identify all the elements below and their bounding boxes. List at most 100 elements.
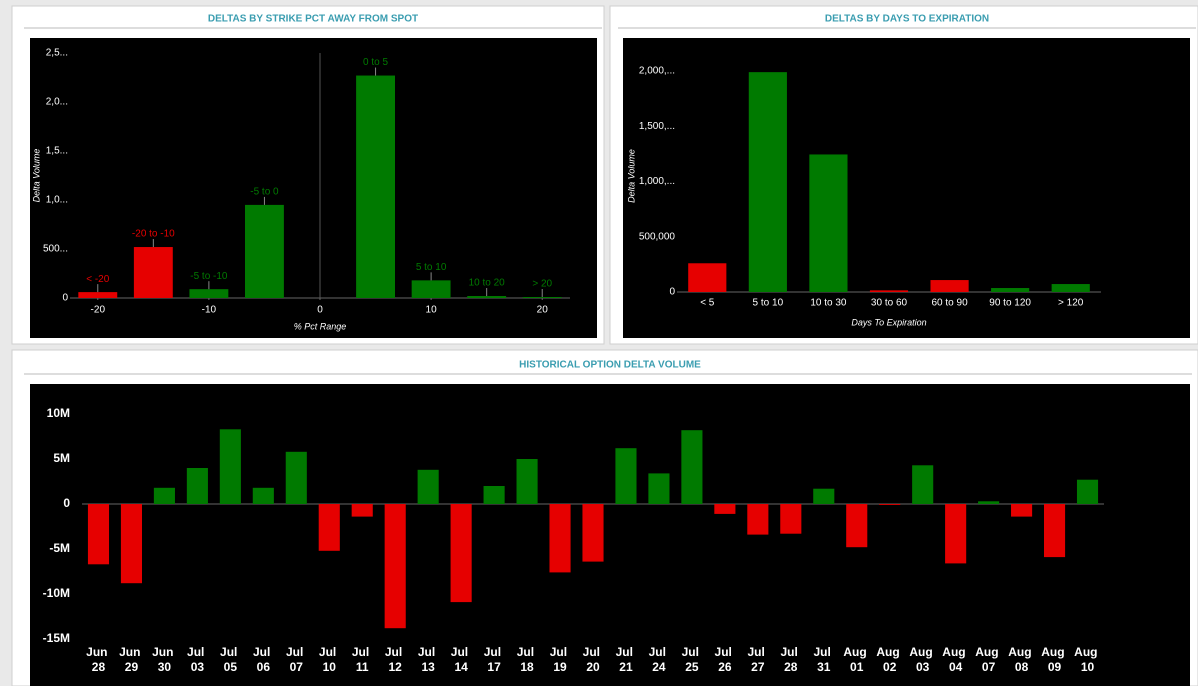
- x-tick-label: Jul 05: [220, 645, 241, 674]
- x-axis-label: Days To Expiration: [851, 317, 926, 327]
- bar: [483, 486, 505, 504]
- x-tick-label: 20: [537, 305, 549, 316]
- bar-label: 0 to 5: [363, 57, 388, 68]
- panel-title: HISTORICAL OPTION DELTA VOLUME: [519, 360, 701, 371]
- x-tick-label: Aug 04: [942, 645, 969, 674]
- y-tick-label: 500,000: [639, 231, 676, 242]
- x-tick-label: < 5: [700, 298, 715, 309]
- x-tick-label: Jul 27: [748, 645, 769, 674]
- y-axis-label: Delta Volume: [626, 149, 636, 203]
- y-tick-label: 0: [62, 293, 68, 304]
- bar: [688, 263, 727, 292]
- x-tick-label: Jul 21: [616, 645, 637, 674]
- x-tick-label: Jul 14: [451, 645, 472, 674]
- x-tick-label: 30 to 60: [871, 298, 908, 309]
- x-tick-label: -10: [202, 305, 217, 316]
- bar: [356, 75, 395, 298]
- bar: [285, 451, 307, 504]
- x-tick-label: 0: [317, 305, 323, 316]
- bar: [1076, 479, 1099, 504]
- plot-area: [30, 38, 597, 338]
- bar: [945, 504, 967, 564]
- bar: [648, 473, 670, 504]
- y-tick-label: 1,0...: [46, 195, 68, 206]
- x-tick-label: Jun 29: [119, 645, 144, 674]
- bar: [120, 504, 143, 584]
- bar-label: > 20: [532, 279, 552, 290]
- x-tick-label: Jul 25: [682, 645, 703, 674]
- x-tick-label: Jul 26: [715, 645, 736, 674]
- bar: [450, 504, 472, 603]
- bar: [748, 72, 787, 293]
- x-tick-label: Jul 12: [385, 645, 406, 674]
- bar: [1043, 504, 1066, 558]
- y-tick-label: 10M: [47, 406, 70, 420]
- bar: [516, 459, 538, 504]
- x-tick-label: Jul 19: [550, 645, 571, 674]
- x-tick-label: Jul 20: [583, 645, 604, 674]
- x-tick-label: Jul 11: [352, 645, 373, 674]
- bar-label: 10 to 20: [469, 278, 506, 289]
- x-axis-label: % Pct Range: [294, 321, 347, 331]
- bar: [747, 504, 769, 535]
- x-tick-label: Aug 02: [876, 645, 903, 674]
- x-tick-label: > 120: [1058, 298, 1084, 309]
- x-tick-label: Jul 03: [187, 645, 208, 674]
- x-tick-label: 5 to 10: [753, 298, 784, 309]
- y-tick-label: -10M: [43, 586, 70, 600]
- bar-label: < -20: [86, 274, 110, 285]
- y-tick-label: 0: [63, 496, 70, 510]
- x-tick-label: -20: [91, 305, 106, 316]
- x-tick-label: Jul 31: [813, 645, 834, 674]
- x-tick-label: Jul 28: [780, 645, 801, 674]
- y-tick-label: 0: [669, 287, 675, 298]
- x-tick-label: 60 to 90: [931, 298, 968, 309]
- x-tick-label: 90 to 120: [989, 298, 1031, 309]
- x-tick-label: Jun 30: [152, 645, 177, 674]
- x-tick-label: Jul 17: [484, 645, 505, 674]
- bar: [417, 469, 439, 504]
- bar-label: -20 to -10: [132, 229, 175, 240]
- panel-title: DELTAS BY STRIKE PCT AWAY FROM SPOT: [208, 14, 418, 25]
- bar: [133, 247, 173, 298]
- bar-label: -5 to 0: [250, 187, 279, 198]
- y-tick-label: 5M: [53, 451, 70, 465]
- x-tick-label: 10: [426, 305, 438, 316]
- bar: [78, 292, 118, 298]
- bar: [879, 504, 901, 505]
- bar: [467, 296, 507, 298]
- bar: [186, 468, 208, 504]
- x-tick-label: Jul 07: [286, 645, 307, 674]
- bar: [912, 465, 934, 504]
- bar: [930, 280, 969, 292]
- bar: [522, 297, 562, 298]
- y-tick-label: -15M: [43, 631, 70, 645]
- bar: [615, 448, 637, 504]
- bar: [869, 290, 909, 292]
- bar: [846, 504, 868, 548]
- bar-label: -5 to -10: [190, 271, 228, 282]
- x-tick-label: Jul 24: [649, 645, 670, 674]
- bar: [991, 288, 1030, 292]
- bar: [1011, 504, 1033, 517]
- bar-label: 5 to 10: [416, 262, 447, 273]
- x-tick-label: Aug 09: [1041, 645, 1068, 674]
- bar: [809, 154, 848, 292]
- bar: [978, 501, 1000, 504]
- y-tick-label: 2,000,...: [639, 66, 675, 77]
- bar: [714, 504, 736, 514]
- bar: [384, 504, 406, 629]
- y-axis-label: Delta Volume: [31, 149, 41, 203]
- y-tick-label: 1,000,...: [639, 176, 675, 187]
- y-tick-label: 1,500,...: [639, 121, 675, 132]
- x-tick-label: Aug 01: [843, 645, 870, 674]
- x-tick-label: Aug 07: [975, 645, 1002, 674]
- panel-title: DELTAS BY DAYS TO EXPIRATION: [825, 14, 989, 25]
- y-tick-label: -5M: [49, 541, 70, 555]
- bar: [780, 504, 802, 534]
- plot-area: [623, 38, 1190, 338]
- x-tick-label: Jul 13: [418, 645, 439, 674]
- bar: [1051, 284, 1090, 292]
